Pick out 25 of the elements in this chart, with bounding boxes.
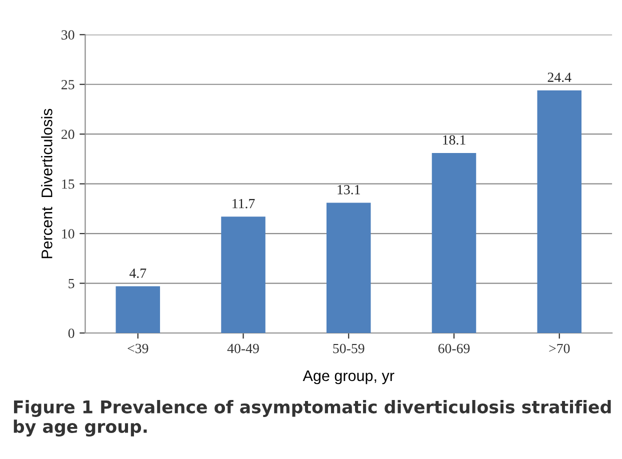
bar: [432, 153, 476, 334]
data-label: 13.1: [338, 185, 360, 194]
data-label: 11.7: [232, 198, 255, 208]
y-tick-label: 30: [62, 30, 74, 40]
y-axis-title: Percent Diverticulosis: [41, 108, 52, 258]
y-tick-label: 20: [62, 130, 74, 140]
bar: [537, 90, 582, 334]
y-tick-label: 15: [62, 179, 74, 189]
y-tick-label: 10: [62, 229, 74, 239]
data-label: 4.7: [129, 268, 146, 278]
x-axis-title: Age group, yr: [302, 370, 394, 384]
x-tick-label: <39: [128, 344, 148, 354]
bar: [221, 216, 266, 334]
data-label: 18.1: [443, 135, 466, 145]
x-tick-label: >70: [549, 344, 570, 354]
y-tick-label: 5: [68, 279, 74, 288]
y-tick-label: 25: [62, 80, 74, 90]
bar: [116, 286, 160, 334]
x-tick-label: 60-69: [438, 344, 470, 354]
x-tick-label: 40-49: [227, 344, 259, 354]
text: Figure 1 Prevalence of asymptomatic diverticulosis stratified by age group.: [14, 400, 611, 437]
x-tick-label: 50-59: [333, 344, 364, 354]
y-tick-label: 0: [68, 328, 74, 338]
data-label: 24.4: [548, 72, 572, 82]
bar: [326, 202, 371, 334]
